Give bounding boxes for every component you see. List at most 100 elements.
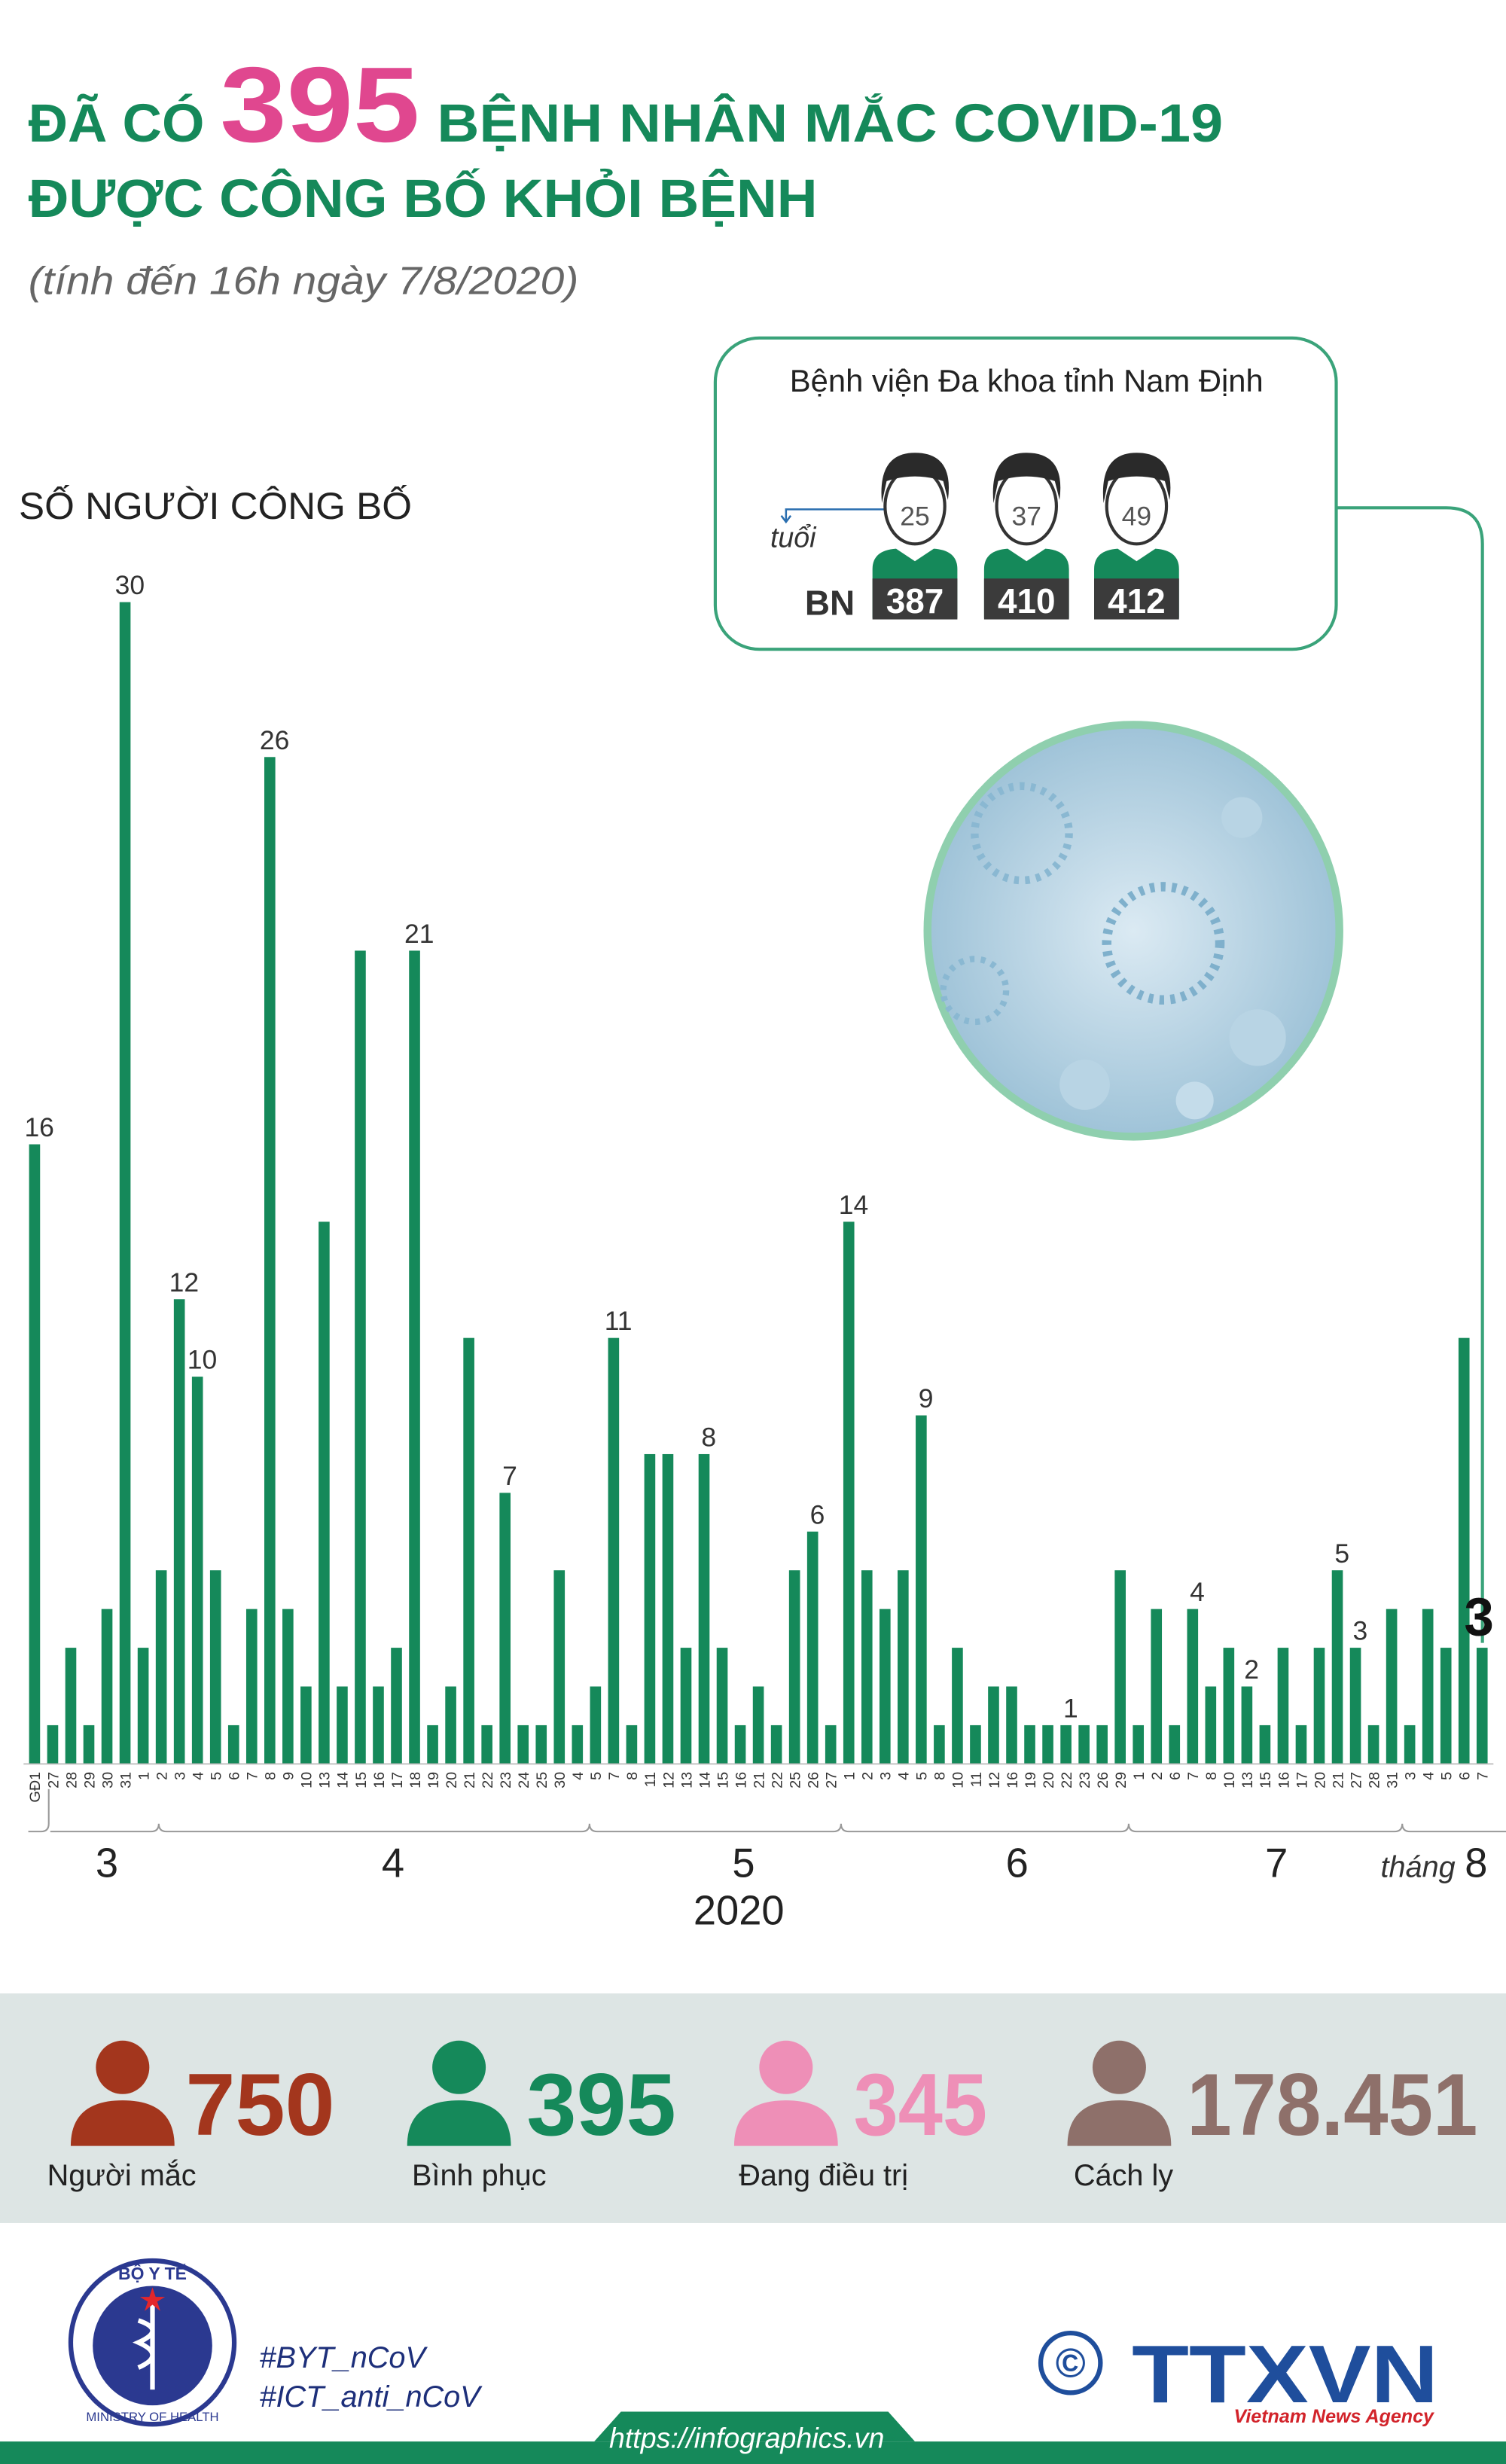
url: https://infographics.vn bbox=[609, 2422, 884, 2453]
bar bbox=[1024, 1724, 1035, 1764]
virus-image bbox=[923, 721, 1343, 1141]
x-tick-label: 28 bbox=[1366, 1772, 1383, 1789]
bar bbox=[65, 1648, 77, 1764]
bar bbox=[1187, 1609, 1199, 1764]
bar bbox=[553, 1570, 566, 1764]
bar bbox=[1060, 1724, 1072, 1764]
bar bbox=[209, 1570, 221, 1764]
agency-sub: Vietnam News Agency bbox=[1234, 2406, 1434, 2427]
hair bbox=[1102, 453, 1171, 504]
bar bbox=[191, 1377, 203, 1764]
value-label: 1 bbox=[1063, 1693, 1078, 1723]
person-icon bbox=[759, 2040, 813, 2094]
value-label: 5 bbox=[1334, 1538, 1349, 1569]
id-badge bbox=[872, 578, 958, 620]
bar bbox=[608, 1337, 620, 1764]
hashtag: #BYT_nCoV bbox=[259, 2341, 428, 2374]
bar bbox=[409, 950, 420, 1764]
x-tick-label: 5 bbox=[209, 1772, 225, 1780]
bar bbox=[427, 1724, 438, 1764]
bar bbox=[680, 1648, 692, 1764]
stat-value: 178.451 bbox=[1187, 2055, 1477, 2154]
month-label: 4 bbox=[382, 1840, 404, 1886]
bar bbox=[227, 1724, 239, 1764]
bar bbox=[245, 1609, 258, 1764]
month-word: tháng bbox=[1380, 1851, 1455, 1884]
bar bbox=[535, 1724, 547, 1764]
x-tick-label: 1 bbox=[1131, 1772, 1148, 1780]
x-tick-label: 4 bbox=[1420, 1772, 1437, 1780]
person-icon bbox=[407, 2100, 511, 2146]
bar bbox=[825, 1724, 837, 1764]
connector bbox=[1336, 506, 1484, 1643]
x-tick-label: 31 bbox=[117, 1772, 134, 1789]
x-tick-label: 6 bbox=[227, 1772, 243, 1780]
bar bbox=[1096, 1724, 1108, 1764]
x-tick-label: 6 bbox=[1167, 1772, 1184, 1780]
x-tick-label: 8 bbox=[624, 1772, 641, 1780]
person-icon bbox=[96, 2040, 150, 2094]
x-tick-label: 23 bbox=[1077, 1772, 1093, 1789]
x-tick-label: 13 bbox=[678, 1772, 695, 1789]
x-tick-label: 23 bbox=[498, 1772, 514, 1789]
url-tab bbox=[594, 2411, 916, 2442]
y-axis-label: SỐ NGƯỜI CÔNG BỐ bbox=[19, 484, 412, 527]
x-tick-label: 19 bbox=[425, 1772, 442, 1789]
x-tick-label: 8 bbox=[932, 1772, 949, 1780]
month-label: 7 bbox=[1265, 1840, 1288, 1886]
subtitle: (tính đến 16h ngày 7/8/2020) bbox=[29, 259, 579, 303]
x-tick-label: 26 bbox=[1095, 1772, 1111, 1789]
month-label: 6 bbox=[1006, 1840, 1029, 1886]
bar bbox=[373, 1686, 384, 1764]
bar bbox=[861, 1570, 873, 1764]
bar bbox=[988, 1686, 999, 1764]
bar bbox=[1205, 1686, 1217, 1764]
hospital: Bệnh viện Đa khoa tỉnh Nam Định bbox=[790, 363, 1264, 398]
month-label: 5 bbox=[732, 1840, 755, 1886]
x-tick-label: 16 bbox=[371, 1772, 388, 1789]
bar bbox=[1331, 1570, 1343, 1764]
person-icon bbox=[432, 2040, 486, 2094]
id-label: BN bbox=[805, 583, 855, 622]
bar bbox=[101, 1609, 113, 1764]
bar bbox=[806, 1531, 819, 1764]
hair bbox=[992, 453, 1061, 504]
stat-label: Cách ly bbox=[1074, 2159, 1173, 2192]
bar bbox=[952, 1648, 963, 1764]
bar bbox=[1386, 1609, 1398, 1764]
x-tick-label: 15 bbox=[353, 1772, 370, 1789]
patients: 25 387 37 410 49 412 bbox=[872, 453, 1179, 621]
bar bbox=[1223, 1648, 1235, 1764]
stat-value: 395 bbox=[526, 2055, 675, 2154]
bar bbox=[319, 1221, 330, 1764]
x-tick-label: 8 bbox=[263, 1772, 279, 1780]
patient-id: 412 bbox=[1108, 581, 1166, 621]
x-tick-label: 10 bbox=[299, 1772, 316, 1789]
x-tick-label: 22 bbox=[1059, 1772, 1075, 1789]
x-tick-label: 16 bbox=[733, 1772, 749, 1789]
x-tick-label: 27 bbox=[1348, 1772, 1364, 1789]
value-label: 9 bbox=[919, 1383, 934, 1413]
bar bbox=[1404, 1724, 1416, 1764]
bar bbox=[47, 1724, 59, 1764]
value-label: 8 bbox=[701, 1423, 716, 1453]
bar bbox=[173, 1299, 185, 1764]
age-label: tuổi bbox=[770, 522, 817, 553]
bar bbox=[445, 1686, 456, 1764]
x-tick-label: 1 bbox=[136, 1772, 152, 1780]
bar bbox=[517, 1724, 529, 1764]
bar bbox=[916, 1415, 927, 1764]
x-tick-label: 1 bbox=[842, 1772, 858, 1780]
value-label: 3 bbox=[1352, 1616, 1367, 1646]
title: ĐÃ CÓ bbox=[29, 94, 205, 154]
x-tick-label: 7 bbox=[1185, 1772, 1202, 1780]
copyright-ring bbox=[1038, 2330, 1103, 2395]
bar bbox=[1169, 1724, 1181, 1764]
bar bbox=[590, 1686, 602, 1764]
person-icon bbox=[1067, 2100, 1172, 2146]
x-tick-label: 17 bbox=[1294, 1772, 1310, 1789]
person-icon bbox=[733, 2100, 838, 2146]
bar bbox=[970, 1724, 981, 1764]
x-tick-label: 14 bbox=[335, 1772, 352, 1789]
